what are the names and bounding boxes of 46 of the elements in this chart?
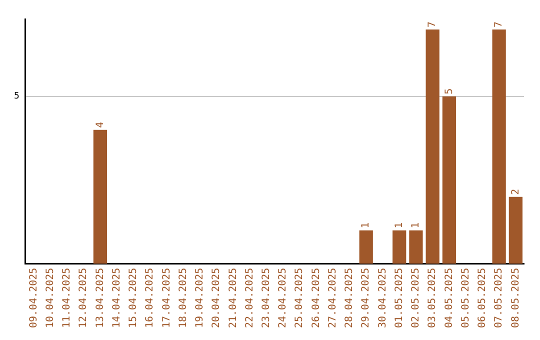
x-tick-label: 06.05.2025 (477, 268, 488, 328)
x-tick-label: 13.04.2025 (94, 268, 106, 328)
x-tick-label: 26.04.2025 (310, 268, 322, 328)
data-label: 1 (394, 222, 405, 228)
data-label: 1 (360, 222, 372, 228)
x-tick-label: 30.04.2025 (377, 268, 388, 328)
bar (508, 196, 523, 264)
x-tick-label: 18.04.2025 (178, 268, 189, 328)
x-tick-label: 11.04.2025 (62, 268, 73, 328)
x-tick-label: 04.05.2025 (444, 268, 455, 328)
x-tick-label: 28.04.2025 (344, 268, 356, 328)
data-label: 2 (510, 188, 522, 195)
x-tick-label: 10.04.2025 (44, 268, 56, 328)
x-tick-label: 07.05.2025 (494, 268, 505, 328)
x-tick-label: 05.05.2025 (460, 268, 472, 328)
data-label: 1 (410, 222, 422, 228)
x-tick-label: 20.04.2025 (211, 268, 222, 328)
bar (359, 230, 373, 264)
bar (93, 130, 108, 264)
x-tick-label: 21.04.2025 (228, 268, 239, 328)
x-tick-label: 19.04.2025 (194, 268, 206, 328)
bar (409, 230, 423, 264)
x-tick-label: 25.04.2025 (294, 268, 306, 328)
x-tick-label: 15.04.2025 (128, 268, 140, 328)
x-tick-label: 02.05.2025 (410, 268, 422, 328)
x-tick-label: 17.04.2025 (161, 268, 172, 328)
x-tick-label: 29.04.2025 (360, 268, 372, 328)
bar (492, 29, 506, 264)
x-tick-label: 09.04.2025 (28, 268, 40, 328)
x-tick-label: 01.05.2025 (394, 268, 405, 328)
bar (426, 29, 440, 264)
data-label: 5 (444, 88, 455, 94)
x-tick-label: 23.04.2025 (260, 268, 272, 328)
x-tick-label: 27.04.2025 (327, 268, 338, 328)
x-tick-label: 08.05.2025 (510, 268, 522, 328)
bar (392, 230, 406, 264)
data-label: 7 (494, 21, 505, 28)
x-tick-label: 12.04.2025 (78, 268, 90, 328)
data-label: 4 (94, 122, 106, 128)
x-tick-label: 22.04.2025 (244, 268, 256, 328)
x-tick-label: 16.04.2025 (144, 268, 156, 328)
x-tick-label: 03.05.2025 (427, 268, 438, 328)
bar (442, 96, 456, 264)
data-label: 7 (427, 21, 438, 28)
x-tick-label: 24.04.2025 (278, 268, 289, 328)
x-tick-label: 14.04.2025 (111, 268, 122, 328)
